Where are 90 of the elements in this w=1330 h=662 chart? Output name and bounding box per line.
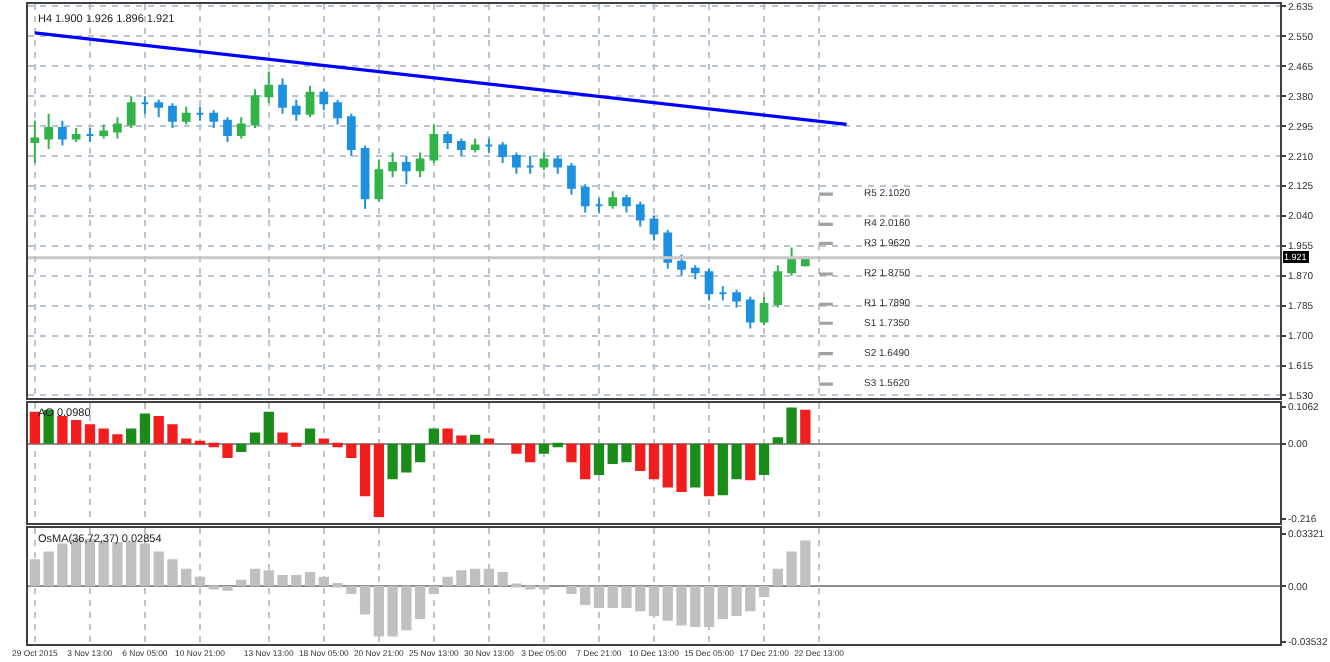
candlestick [305,84,315,119]
candlestick [291,98,301,122]
bar [469,434,481,444]
candlestick [360,144,370,210]
candlestick [663,228,673,270]
bar [236,579,247,587]
bar [690,443,701,488]
candlestick [649,214,659,242]
bar [126,428,137,444]
candlestick [154,98,164,119]
candlestick [58,119,67,147]
bar [483,568,495,587]
bar [359,443,371,497]
candlestick [374,158,384,203]
bar [29,411,41,444]
candlestick [30,119,40,165]
candlestick [512,151,521,175]
bar [800,409,811,444]
candlestick [168,102,177,129]
candlestick [85,126,95,143]
candlestick [718,285,728,302]
candlestick [140,95,150,115]
candlestick [443,130,452,151]
bar [745,443,756,481]
bar [635,443,646,471]
bar [758,443,770,476]
bar [236,443,247,453]
candlestick [470,137,480,154]
bar [304,571,316,587]
candlestick [484,137,494,154]
bar [428,428,440,444]
candlestick [690,264,700,281]
candlestick [539,151,549,172]
candlestick [223,116,232,143]
candlestick [498,140,508,165]
candlestick [250,88,260,129]
bar [758,586,770,598]
bar [249,568,261,587]
candlestick [71,126,81,143]
candlestick [622,193,631,214]
candlestick [594,197,604,214]
candlestick [732,288,741,309]
bar [263,411,274,444]
candlestick [181,105,191,126]
candlestick [126,95,136,129]
bar [373,443,384,518]
bar [194,576,206,587]
bar [428,586,440,594]
candlestick [525,155,535,175]
bar [703,586,715,627]
bar [139,543,151,587]
bar [593,443,605,476]
candlestick [44,112,53,151]
bar [139,413,151,444]
candlestick [580,183,590,214]
candlestick [759,295,769,327]
candlestick [567,162,576,196]
candlestick [429,123,439,165]
candlestick [236,116,246,140]
bar [249,432,261,444]
candlestick [195,105,205,122]
candlestick [745,295,755,330]
candlestick [677,253,686,277]
candlestick [457,137,466,158]
candlestick [401,155,411,186]
candlestick [388,151,397,179]
candlestick [553,155,563,175]
bar [648,443,660,480]
candlestick [209,109,219,129]
bar [703,443,715,497]
bar [84,424,96,444]
candlestick [278,77,287,115]
candlestick [99,123,109,140]
candlestick [113,116,122,140]
bar [483,438,495,444]
candlestick [415,151,425,179]
candlestick [264,70,274,105]
candlestick [319,88,329,112]
candlestick [635,200,645,228]
bar [593,586,605,609]
candlestick [333,98,342,126]
candlestick [773,264,783,309]
candlestick [704,267,714,302]
candlestick [608,190,618,210]
bar [538,443,550,454]
bar [648,586,660,616]
bar [359,586,371,615]
bar [304,428,316,444]
candlestick [787,246,796,277]
candlestick [346,112,356,158]
